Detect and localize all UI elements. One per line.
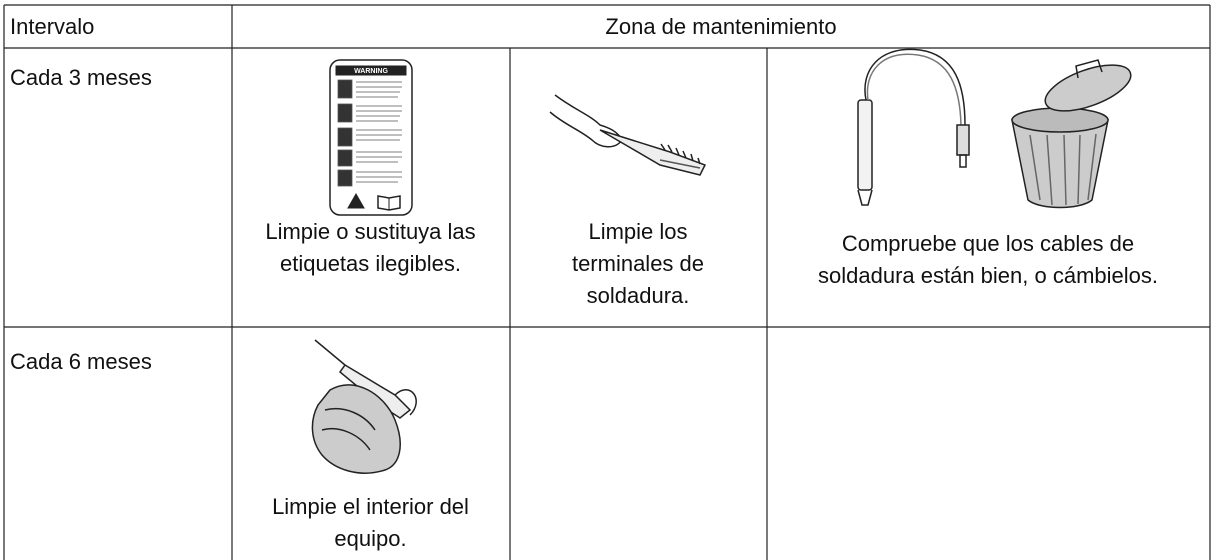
- warning-label-text: WARNING: [354, 68, 388, 75]
- interval-cell: Cada 6 meses: [10, 349, 152, 374]
- brush-icon: [549, 94, 707, 176]
- table-grid: [3, 4, 1211, 560]
- task-cell: Limpie o sustituya las etiquetas ilegibl…: [265, 219, 476, 276]
- task-cell: Compruebe que los cables de soldadura es…: [818, 231, 1158, 288]
- header-cell: Zona de mantenimiento: [605, 14, 837, 39]
- task-cell: Limpie los terminales de soldadura.: [571, 219, 705, 308]
- warning-label-icon: [329, 59, 413, 216]
- header-cell: Intervalo: [10, 14, 95, 39]
- task-cell: Limpie el interior del equipo.: [272, 494, 469, 551]
- cable-and-trash-icon: [857, 48, 1132, 209]
- interval-cell: Cada 3 meses: [10, 65, 152, 90]
- blower-icon: [311, 339, 417, 474]
